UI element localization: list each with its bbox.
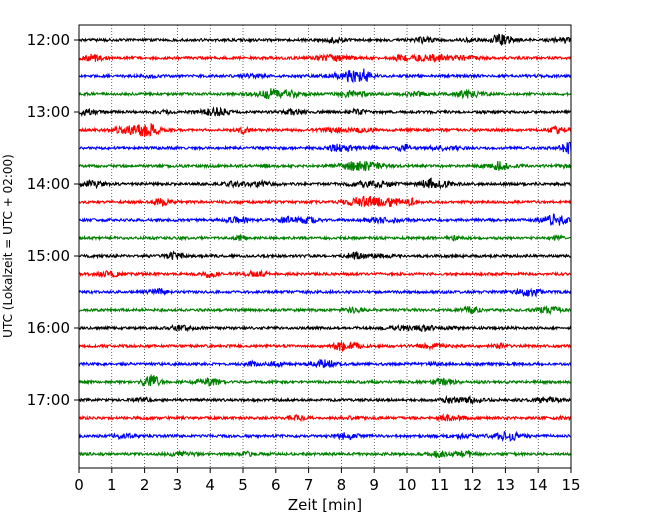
trace-1630: [78, 358, 572, 369]
x-tick-label: 15: [561, 476, 580, 494]
x-tick-label: 11: [430, 476, 449, 494]
x-tick-label: 2: [140, 476, 150, 494]
trace-1600: [78, 323, 572, 333]
x-tick-label: 1: [107, 476, 117, 494]
x-tick-label: 10: [397, 476, 416, 494]
x-tick-label: 13: [496, 476, 515, 494]
x-tick-label: 9: [369, 476, 379, 494]
x-tick-label: 8: [337, 476, 347, 494]
trace-1500: [78, 250, 572, 261]
y-axis-label: UTC (Lokalzeit = UTC + 02:00): [1, 154, 15, 338]
trace-1545: [78, 305, 572, 316]
trace-1745: [78, 449, 572, 459]
x-tick-label: 14: [529, 476, 548, 494]
trace-1415: [78, 195, 572, 208]
trace-lines: [78, 33, 572, 459]
trace-1215: [78, 53, 572, 64]
x-axis-ticks: 0 1 2 3 4 5 6 7 8 9 10 11 12 13 14 15: [74, 468, 581, 494]
trace-1615: [78, 340, 572, 352]
y-tick-label: 17:00: [27, 391, 70, 409]
x-tick-label: 12: [463, 476, 482, 494]
x-tick-label: 7: [304, 476, 314, 494]
trace-1400: [78, 177, 572, 190]
trace-1345: [78, 161, 572, 172]
trace-1245: [78, 88, 572, 100]
y-axis-ticks: 12:00 13:00 14:00 15:00 16:00 17:00: [27, 31, 79, 409]
x-tick-label: 6: [271, 476, 281, 494]
y-tick-label: 15:00: [27, 247, 70, 265]
trace-1515: [78, 269, 572, 279]
trace-1715: [78, 413, 572, 423]
y-tick-label: 12:00: [27, 31, 70, 49]
x-tick-label: 0: [74, 476, 84, 494]
grid-lines: [111, 25, 539, 468]
plot-frame: [78, 24, 572, 469]
y-tick-label: 13:00: [27, 103, 70, 121]
trace-1730: [78, 430, 572, 443]
x-tick-label: 3: [173, 476, 183, 494]
trace-1430: [78, 213, 572, 227]
y-tick-label: 16:00: [27, 319, 70, 337]
trace-1315: [78, 122, 572, 138]
trace-1330: [78, 141, 572, 155]
x-axis-label: Zeit [min]: [288, 496, 362, 514]
x-tick-label: 4: [205, 476, 215, 494]
trace-1230: [78, 68, 572, 84]
trace-1445: [78, 233, 572, 242]
x-tick-label: 5: [238, 476, 248, 494]
trace-1645: [78, 374, 572, 387]
plot-background: [79, 25, 571, 468]
y-tick-label: 14:00: [27, 175, 70, 193]
trace-1700: [78, 394, 572, 406]
trace-1530: [78, 287, 572, 298]
trace-1200: [78, 33, 572, 46]
trace-1300: [78, 105, 572, 118]
